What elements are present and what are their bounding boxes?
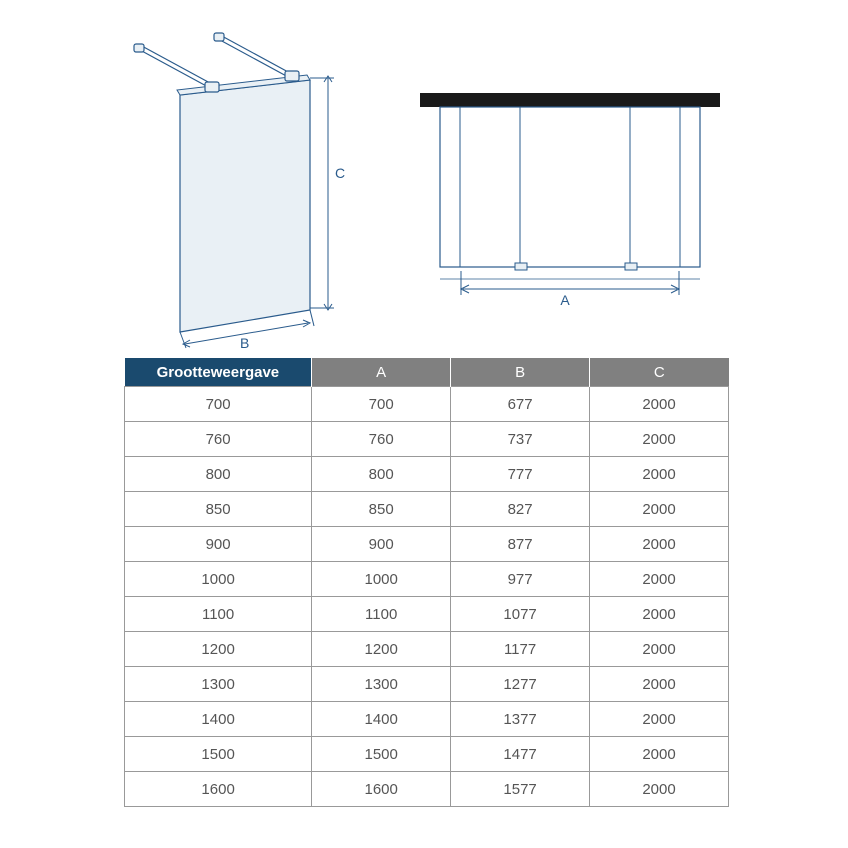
table-row: 7007006772000	[125, 387, 729, 422]
diagram-area: C B A	[0, 0, 848, 355]
table-cell: 2000	[590, 492, 729, 527]
table-cell: 1600	[125, 772, 312, 807]
table-header-row: Grootteweergave A B C	[125, 358, 729, 387]
col-header-c: C	[590, 358, 729, 387]
table-cell: 1477	[451, 737, 590, 772]
table-cell: 777	[451, 457, 590, 492]
table-row: 1200120011772000	[125, 632, 729, 667]
table-cell: 850	[125, 492, 312, 527]
table-cell: 1600	[312, 772, 451, 807]
table-cell: 1200	[125, 632, 312, 667]
size-table: Grootteweergave A B C 700700677200076076…	[124, 358, 729, 807]
table-cell: 2000	[590, 457, 729, 492]
table-row: 8008007772000	[125, 457, 729, 492]
table-row: 100010009772000	[125, 562, 729, 597]
table-cell: 1100	[312, 597, 451, 632]
table-cell: 827	[451, 492, 590, 527]
table-cell: 800	[312, 457, 451, 492]
table-cell: 737	[451, 422, 590, 457]
table-cell: 1400	[312, 702, 451, 737]
table-cell: 2000	[590, 562, 729, 597]
table-cell: 1100	[125, 597, 312, 632]
table-cell: 850	[312, 492, 451, 527]
table-cell: 677	[451, 387, 590, 422]
table-cell: 977	[451, 562, 590, 597]
diagram-left: C B	[110, 20, 390, 360]
table-cell: 2000	[590, 632, 729, 667]
dim-label-c: C	[335, 165, 345, 181]
table-row: 9009008772000	[125, 527, 729, 562]
table-row: 7607607372000	[125, 422, 729, 457]
table-cell: 700	[312, 387, 451, 422]
table-cell: 1500	[125, 737, 312, 772]
table-cell: 1500	[312, 737, 451, 772]
table-cell: 877	[451, 527, 590, 562]
table-cell: 2000	[590, 702, 729, 737]
table-row: 8508508272000	[125, 492, 729, 527]
table-row: 1100110010772000	[125, 597, 729, 632]
table-row: 1300130012772000	[125, 667, 729, 702]
table-cell: 2000	[590, 597, 729, 632]
table-cell: 1177	[451, 632, 590, 667]
table-cell: 800	[125, 457, 312, 492]
col-header-a: A	[312, 358, 451, 387]
dim-label-b: B	[240, 335, 249, 351]
table-cell: 1300	[125, 667, 312, 702]
table-row: 1500150014772000	[125, 737, 729, 772]
table-cell: 1277	[451, 667, 590, 702]
table-row: 1400140013772000	[125, 702, 729, 737]
table-cell: 900	[312, 527, 451, 562]
table-cell: 1200	[312, 632, 451, 667]
table-cell: 1000	[312, 562, 451, 597]
table-cell: 1077	[451, 597, 590, 632]
table-cell: 760	[312, 422, 451, 457]
table-cell: 2000	[590, 737, 729, 772]
col-header-size: Grootteweergave	[125, 358, 312, 387]
diagram-right: A	[415, 85, 735, 325]
table-cell: 2000	[590, 667, 729, 702]
table-cell: 2000	[590, 422, 729, 457]
size-table-container: Grootteweergave A B C 700700677200076076…	[124, 358, 729, 807]
table-cell: 700	[125, 387, 312, 422]
table-cell: 1377	[451, 702, 590, 737]
table-cell: 900	[125, 527, 312, 562]
table-cell: 1577	[451, 772, 590, 807]
table-cell: 2000	[590, 527, 729, 562]
table-cell: 2000	[590, 772, 729, 807]
dim-label-a: A	[560, 292, 570, 308]
table-cell: 760	[125, 422, 312, 457]
table-cell: 1000	[125, 562, 312, 597]
table-cell: 1400	[125, 702, 312, 737]
table-row: 1600160015772000	[125, 772, 729, 807]
col-header-b: B	[451, 358, 590, 387]
table-cell: 2000	[590, 387, 729, 422]
table-cell: 1300	[312, 667, 451, 702]
